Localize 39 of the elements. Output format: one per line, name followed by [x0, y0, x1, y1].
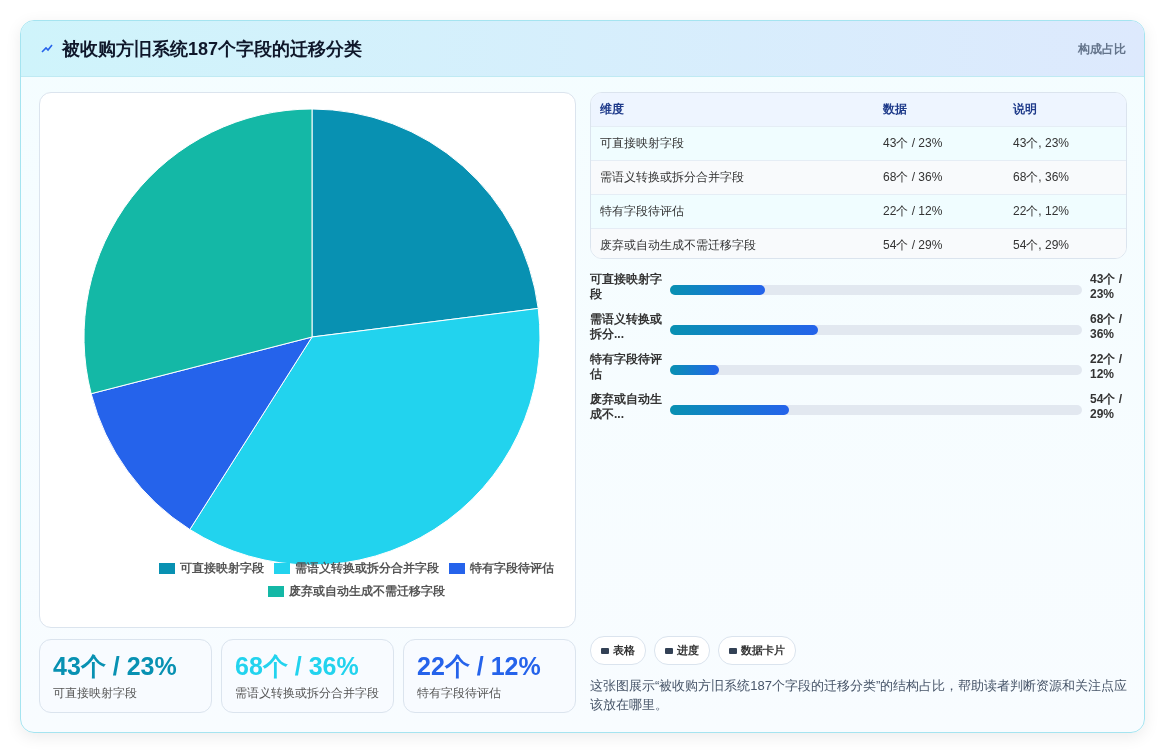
- text: 可直接映射字段: [599, 135, 685, 152]
- text: 数据: [883, 101, 908, 118]
- text: 表格: [590, 636, 646, 665]
- text: 68个 / 36%: [1090, 312, 1123, 342]
- text: 这张图展示“被收购方旧系统187个字段的迁移分类”的结构占比，帮助读者判断资源和关注点应该放在哪里。: [590, 677, 1129, 714]
- text: 43个 / 23%: [1090, 272, 1123, 302]
- text: 说明: [1013, 101, 1037, 118]
- text: 68个 / 36%: [235, 651, 359, 682]
- text: 特有字段待评估: [599, 203, 685, 220]
- text: 43个, 23%: [1013, 135, 1070, 152]
- text: 可直接映射字段: [590, 272, 663, 302]
- legend-label: 废弃或自动生成不需迁移字段: [288, 583, 445, 600]
- text: 废弃或自动生成不需迁移字段: [599, 237, 757, 254]
- text: 68个, 36%: [1013, 169, 1070, 186]
- text: 需语义转换或拆分...: [590, 312, 663, 342]
- chart-title: 被收购方旧系统187个字段的迁移分类: [62, 38, 363, 61]
- text: 特有字段待评估: [590, 352, 663, 382]
- text: 可直接映射字段: [53, 685, 137, 702]
- text: 维度: [599, 101, 625, 118]
- text: 22个 / 12%: [1090, 352, 1123, 382]
- legend-label: 可直接映射字段: [179, 560, 264, 577]
- text: 43个 / 23%: [53, 651, 177, 682]
- text: 68个 / 36%: [883, 169, 944, 186]
- text: 需语义转换或拆分合并字段: [599, 169, 745, 186]
- text: 43个 / 23%: [883, 135, 944, 152]
- text: 54个, 29%: [1013, 237, 1070, 254]
- text: 需语义转换或拆分合并字段: [235, 685, 379, 702]
- text: 特有字段待评估: [417, 685, 501, 702]
- text: 数据卡片: [718, 636, 796, 665]
- text: 废弃或自动生成不...: [590, 392, 663, 422]
- text: 54个 / 29%: [883, 237, 944, 254]
- text: 进度: [654, 636, 710, 665]
- text: 22个 / 12%: [883, 203, 944, 220]
- text: 构成占比: [1078, 41, 1126, 58]
- legend-label: 需语义转换或拆分合并字段: [294, 560, 439, 577]
- text: 22个, 12%: [1013, 203, 1070, 220]
- text: 22个 / 12%: [417, 651, 541, 682]
- text: 54个 / 29%: [1090, 392, 1123, 422]
- legend-label: 特有字段待评估: [469, 560, 554, 577]
